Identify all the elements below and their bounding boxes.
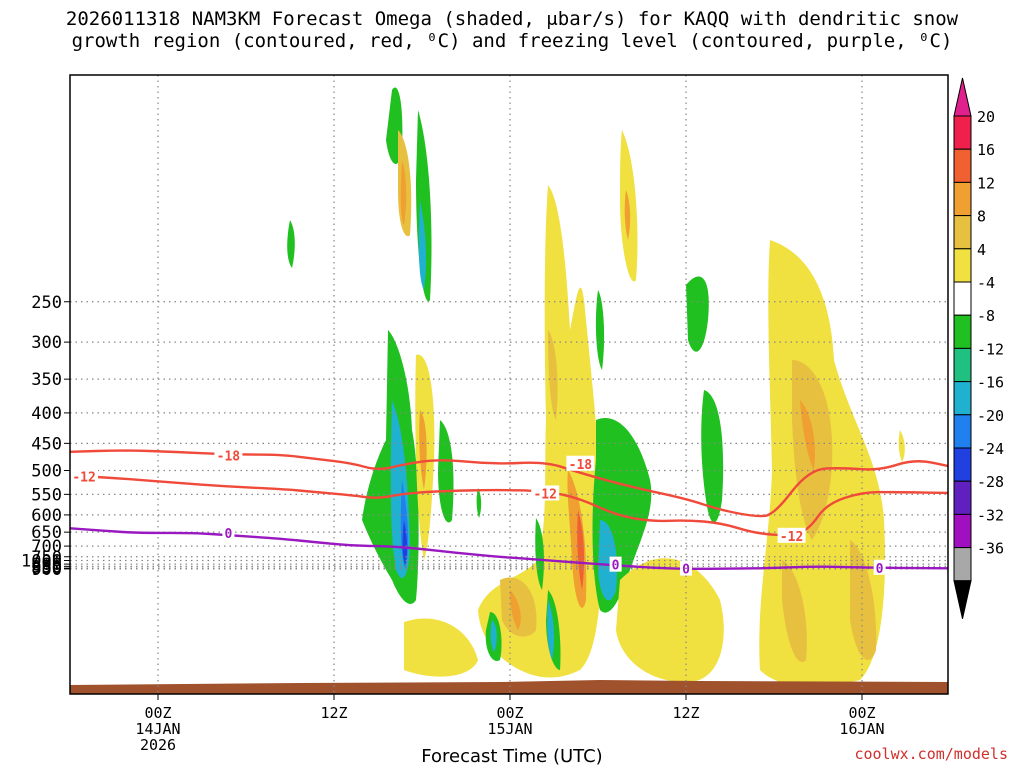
contour-label: 0 [612, 559, 620, 574]
contour-label-bg [777, 527, 806, 543]
colorbar-level-label: -12 [977, 340, 1004, 358]
y-tick-label: 300 [31, 333, 62, 353]
colorbar-swatch [953, 414, 972, 449]
y-axis-tick-labels: 250 300 350 400 450 500 5506006507007508008509… [21, 293, 62, 580]
colorbar-swatch [953, 513, 972, 549]
y-tick-label: 950 [31, 557, 62, 577]
colorbar-bottom-arrow [953, 580, 972, 619]
y-tick-label: 500 [31, 462, 62, 482]
omega-colorbar: 20 16 12 8 4 -4 -8 -12 -16 -20 -24 -28 -32 -36 [953, 77, 1004, 619]
contour-label-bg [609, 556, 622, 572]
contour-label-bg [873, 559, 886, 575]
y-tick-label: 550 [31, 485, 62, 505]
colorbar-level-label: 12 [977, 174, 995, 192]
x-axis-label: Forecast Time (UTC) [421, 746, 603, 767]
site-credit: coolwx.com/models [854, 745, 1008, 763]
contour-line [70, 527, 948, 571]
y-tick-label: 600 [31, 506, 62, 526]
x-tick-label: 00Z [144, 704, 171, 722]
colorbar-level-label: -36 [977, 540, 1004, 558]
colorbar-level-label: 20 [977, 108, 995, 126]
colorbar-level-label: -8 [977, 307, 995, 325]
x-tick-label: 15JAN [487, 720, 532, 738]
y-tick-label: 750 [31, 548, 62, 568]
x-tick-label: 12Z [672, 704, 699, 722]
colorbar-swatch [953, 381, 972, 416]
contour-labels: -18 -18 -12 -12 -12 0 0 0 0 [70, 447, 886, 578]
colorbar-swatch [953, 281, 972, 316]
colorbar-swatch [953, 447, 972, 482]
colorbar-swatch [953, 115, 972, 150]
colorbar-swatch [953, 248, 972, 283]
y-tick-label: 650 [31, 523, 62, 543]
contour-label-bg [70, 468, 99, 484]
omega-shaded-field [287, 87, 905, 687]
contour-label: 0 [876, 562, 884, 577]
contour-label-bg [222, 524, 235, 540]
x-tick-label: 12Z [320, 704, 347, 722]
contour-label: -12 [533, 487, 556, 502]
colorbar-swatch [953, 314, 972, 349]
colorbar-swatch [953, 347, 972, 383]
terrain-band [70, 680, 948, 694]
plot-frame [69, 74, 949, 695]
x-tick-label: 2026 [140, 736, 176, 754]
x-tick-label: 00Z [496, 704, 523, 722]
y-tick-label: 1000 [21, 552, 62, 572]
contour-label-bg [214, 447, 243, 463]
colorbar-level-label: -28 [977, 473, 1004, 491]
y-tick-label: 350 [31, 370, 62, 390]
colorbar-level-label: -32 [977, 506, 1004, 524]
contour-label-bg [531, 485, 560, 501]
colorbar-level-label: 4 [977, 241, 986, 259]
colorbar-swatch [953, 480, 972, 515]
contour-label: -18 [217, 450, 241, 465]
contour-label-bg [566, 455, 595, 471]
x-tick-label: 14JAN [135, 720, 180, 738]
y-tick-label: 700 [31, 537, 62, 557]
x-tick-label: 16JAN [839, 720, 884, 738]
chart-title-line-1: 2026011318 NAM3KM Forecast Omega (shaded… [65, 8, 959, 30]
chart-title-line-2: growth region (contoured, red, ⁰C) and f… [71, 30, 953, 52]
colorbar-top-arrow [953, 77, 972, 117]
y-tick-label: 850 [31, 559, 62, 579]
contour-label: -12 [72, 471, 95, 486]
colorbar-swatch [953, 547, 972, 582]
y-tick-label: 400 [31, 404, 62, 424]
contour-label: -12 [780, 530, 803, 545]
y-tick-label: 900 [31, 560, 62, 580]
colorbar-level-label: 16 [977, 141, 995, 159]
contour-label: 0 [682, 563, 690, 578]
colorbar-level-label: -4 [977, 274, 995, 292]
contour-label: 0 [224, 527, 232, 542]
colorbar-swatch [953, 181, 972, 217]
colorbar-swatch [953, 215, 972, 250]
colorbar-level-label: -24 [977, 440, 1004, 458]
colorbar-level-label: -20 [977, 407, 1004, 425]
y-tick-label: 800 [31, 555, 62, 575]
contour-label: -18 [569, 458, 593, 473]
colorbar-level-label: 8 [977, 208, 986, 226]
colorbar-level-label: -16 [977, 374, 1004, 392]
y-tick-label: 250 [31, 293, 62, 313]
colorbar-swatch [953, 148, 972, 183]
x-tick-label: 00Z [848, 704, 875, 722]
contour-label-bg [680, 560, 692, 576]
y-tick-label: 450 [31, 434, 62, 454]
